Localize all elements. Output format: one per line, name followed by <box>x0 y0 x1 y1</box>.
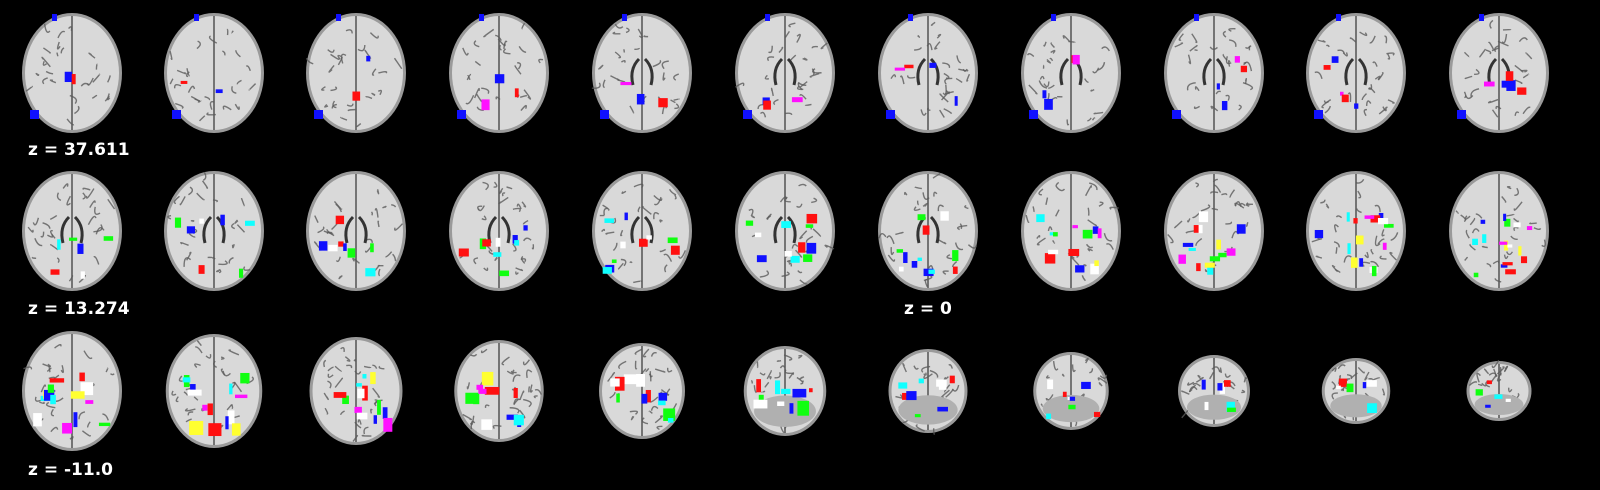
brain-slice <box>588 8 696 138</box>
brain-slice <box>1160 326 1268 456</box>
z-label-row-2: z = 13.274 <box>28 299 130 319</box>
brain-slice <box>1445 8 1553 138</box>
brain-slice <box>731 326 839 456</box>
brain-slice <box>1302 8 1410 138</box>
brain-slice <box>160 326 268 456</box>
brain-slice <box>18 326 126 456</box>
brain-slice <box>1445 166 1553 296</box>
z-label-row-3: z = -11.0 <box>28 460 113 480</box>
brain-slice <box>445 326 553 456</box>
brain-slice <box>302 326 410 456</box>
brain-slice <box>1302 326 1410 456</box>
brain-slice <box>588 326 696 456</box>
brain-slice <box>160 166 268 296</box>
brain-slice <box>1160 166 1268 296</box>
brain-slice <box>302 166 410 296</box>
brain-slice <box>445 166 553 296</box>
brain-slice <box>731 8 839 138</box>
brain-slice <box>1017 8 1125 138</box>
brain-slice <box>874 8 982 138</box>
z-label-row-1: z = 37.611 <box>28 140 130 160</box>
brain-slice <box>18 166 126 296</box>
brain-slice <box>1017 326 1125 456</box>
brain-slice <box>588 166 696 296</box>
brain-slice <box>1302 166 1410 296</box>
brain-slice <box>18 8 126 138</box>
brain-slice <box>874 326 982 456</box>
brain-slice <box>874 166 982 296</box>
brain-slice <box>1017 166 1125 296</box>
brain-slice <box>1445 326 1553 456</box>
brain-slice <box>445 8 553 138</box>
brain-slice <box>302 8 410 138</box>
brain-slice <box>160 8 268 138</box>
brain-slice <box>1160 8 1268 138</box>
brain-slice <box>731 166 839 296</box>
z-label-inline: z = 0 <box>904 299 952 319</box>
